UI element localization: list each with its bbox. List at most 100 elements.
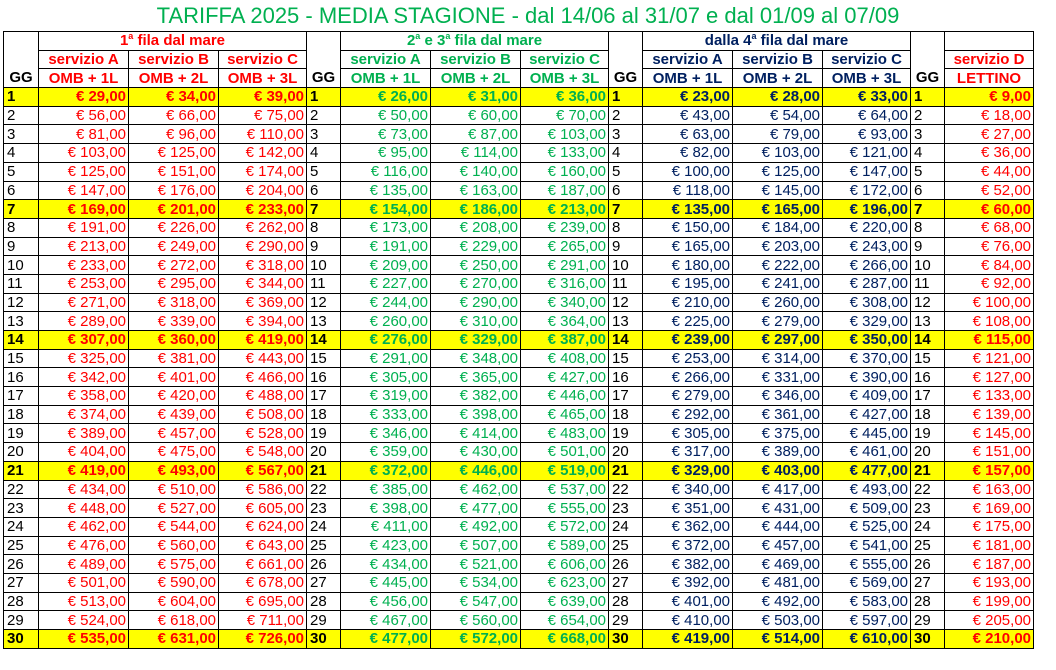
group-header-sup: a [415, 31, 421, 42]
day-cell: 9 [608, 236, 643, 257]
day-cell: 12 [608, 292, 643, 313]
price-cell: € 227,00 [340, 273, 431, 294]
price-cell: € 392,00 [642, 572, 733, 593]
price-cell: € 361,00 [732, 404, 823, 425]
gg-spacer [910, 50, 945, 69]
price-cell: € 39,00 [218, 87, 307, 107]
price-cell: € 165,00 [642, 236, 733, 257]
day-cell: 3 [608, 124, 643, 145]
day-cell: 20 [910, 442, 945, 462]
day-cell: 10 [3, 255, 39, 275]
price-cell: € 414,00 [430, 423, 521, 444]
service-header: servizio A [340, 49, 431, 70]
price-cell: € 103,00 [520, 124, 609, 145]
day-cell: 18 [910, 404, 945, 425]
day-cell: 29 [3, 610, 39, 630]
price-cell: € 555,00 [520, 498, 609, 518]
price-cell: € 262,00 [218, 217, 307, 238]
price-cell: € 204,00 [218, 180, 307, 201]
price-cell: € 572,00 [520, 516, 609, 537]
table-row: 2 € 56,00 € 66,00 € 75,00 2 € 50,00 € 60,00 € 7… [3, 105, 1034, 126]
service-header: servizio B [128, 49, 219, 70]
price-cell: € 492,00 [732, 591, 823, 612]
day-cell: 1 [608, 87, 643, 107]
table-row: 8 € 191,00 € 226,00 € 262,00 8 € 173,00 € 208,… [3, 217, 1034, 238]
day-cell: 4 [306, 143, 341, 163]
price-cell: € 444,00 [732, 516, 823, 537]
price-cell: € 477,00 [340, 629, 431, 649]
price-cell: € 631,00 [128, 629, 219, 649]
price-cell: € 382,00 [430, 386, 521, 406]
price-cell: € 266,00 [642, 367, 733, 388]
price-cell: € 417,00 [732, 479, 823, 500]
price-cell: € 534,00 [430, 572, 521, 593]
price-cell: € 314,00 [732, 348, 823, 369]
day-cell: 24 [608, 516, 643, 537]
price-cell: € 305,00 [642, 423, 733, 444]
day-cell: 3 [306, 124, 341, 145]
price-cell: € 160,00 [520, 161, 609, 182]
price-cell: € 678,00 [218, 572, 307, 593]
day-cell: 21 [306, 460, 341, 481]
price-cell: € 439,00 [128, 404, 219, 425]
day-cell: 19 [910, 423, 945, 444]
price-cell: € 465,00 [520, 404, 609, 425]
price-cell: € 133,00 [944, 386, 1034, 406]
price-cell: € 567,00 [218, 460, 307, 481]
price-cell: € 329,00 [642, 460, 733, 481]
group-header-sup: a [751, 31, 757, 42]
price-cell: € 387,00 [520, 330, 609, 350]
day-cell: 30 [910, 629, 945, 649]
day-cell: 30 [608, 629, 643, 649]
price-cell: € 260,00 [340, 311, 431, 331]
price-cell: € 726,00 [218, 629, 307, 649]
price-cell: € 503,00 [732, 610, 823, 630]
item-header: OMB + 1L [38, 68, 129, 89]
price-cell: € 544,00 [128, 516, 219, 537]
price-cell: € 408,00 [520, 348, 609, 369]
price-cell: € 569,00 [822, 572, 911, 593]
price-cell: € 374,00 [38, 404, 129, 425]
price-cell: € 610,00 [822, 629, 911, 649]
price-cell: € 186,00 [430, 199, 521, 219]
day-cell: 12 [306, 292, 341, 313]
price-cell: € 342,00 [38, 367, 129, 388]
price-cell: € 339,00 [128, 311, 219, 331]
item-header: OMB + 1L [340, 68, 431, 89]
day-cell: 29 [306, 610, 341, 630]
price-cell: € 398,00 [340, 498, 431, 518]
price-cell: € 348,00 [430, 348, 521, 369]
day-cell: 9 [910, 236, 945, 257]
price-cell: € 351,00 [642, 498, 733, 518]
price-cell: € 108,00 [944, 311, 1034, 331]
price-cell: € 125,00 [38, 161, 129, 182]
price-cell: € 290,00 [218, 236, 307, 257]
price-cell: € 270,00 [430, 273, 521, 294]
price-cell: € 34,00 [128, 87, 219, 107]
price-cell: € 203,00 [732, 236, 823, 257]
price-cell: € 36,00 [520, 87, 609, 107]
price-cell: € 618,00 [128, 610, 219, 630]
price-cell: € 389,00 [732, 442, 823, 462]
price-cell: € 461,00 [822, 442, 911, 462]
price-cell: € 181,00 [944, 535, 1034, 556]
price-cell: € 239,00 [642, 330, 733, 350]
price-cell: € 68,00 [944, 217, 1034, 238]
price-cell: € 135,00 [642, 199, 733, 219]
table-row: 9 € 213,00 € 249,00 € 290,00 9 € 191,00 € 229,… [3, 236, 1034, 257]
price-cell: € 445,00 [822, 423, 911, 444]
day-cell: 24 [3, 516, 39, 537]
service-header: servizio C [218, 49, 307, 70]
item-header: OMB + 2L [128, 68, 219, 89]
price-cell: € 476,00 [38, 535, 129, 556]
price-cell: € 317,00 [642, 442, 733, 462]
price-cell: € 711,00 [218, 610, 307, 630]
group-header-text: fila dal mare [756, 32, 849, 50]
price-cell: € 56,00 [38, 105, 129, 126]
price-cell: € 184,00 [732, 217, 823, 238]
price-cell: € 410,00 [642, 610, 733, 630]
day-cell: 3 [910, 124, 945, 145]
price-cell: € 229,00 [430, 236, 521, 257]
price-cell: € 527,00 [128, 498, 219, 518]
price-cell: € 420,00 [128, 386, 219, 406]
